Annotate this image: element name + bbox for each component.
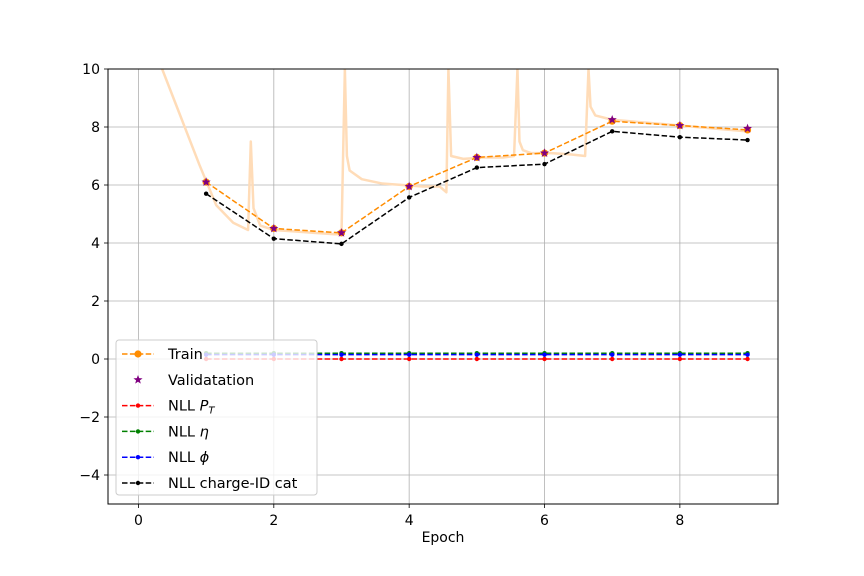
point-nll-p-t-6	[609, 356, 615, 362]
legend: Train Validatation NLL PT NLL η NLL ϕ NLL cha…	[115, 339, 318, 496]
legend-label-nll-phi: NLL ϕ	[168, 450, 210, 466]
point-nll-p-t-3	[406, 356, 412, 362]
point-validatation-2	[336, 228, 347, 237]
point-validatation-7	[675, 120, 685, 130]
point-nll-charge-id-cat-7	[677, 134, 683, 140]
y-tick-label-2: 0	[91, 352, 100, 368]
series-validatation	[201, 114, 753, 237]
point-nll-p-t-4	[474, 356, 480, 362]
point-nll-phi-4	[474, 352, 480, 357]
x-axis-label: Epoch	[422, 530, 465, 546]
legend-marker-nll-charge-id-cat	[135, 480, 141, 486]
point-nll-p-t-5	[542, 356, 547, 362]
point-validatation-3	[404, 181, 414, 191]
point-nll-phi-6	[609, 352, 615, 357]
legend-label-nll-eta: NLL η	[168, 424, 209, 440]
ticks: 0 2 4 6 8 −4 −2 0 2 4 6 8 10	[79, 62, 684, 529]
point-validatation-6	[607, 114, 617, 124]
x-tick-label-1: 2	[269, 513, 278, 529]
point-nll-charge-id-cat-1	[271, 236, 277, 241]
point-nll-charge-id-cat-5	[542, 161, 547, 167]
point-validatation-1	[269, 223, 279, 233]
point-nll-phi-5	[542, 352, 547, 357]
legend-item-train: Train	[122, 347, 203, 363]
point-nll-charge-id-cat-6	[609, 129, 615, 134]
point-nll-charge-id-cat-3	[406, 195, 412, 200]
background-train-trace	[160, 69, 748, 236]
point-validatation-0	[201, 177, 211, 186]
point-nll-p-t-8	[745, 356, 750, 362]
legend-item-nll-eta: NLL η	[122, 424, 209, 440]
point-nll-phi-2	[339, 352, 344, 357]
legend-label-nll-p-t: NLL PT	[168, 399, 215, 417]
legend-item-validatation: Validatation	[133, 373, 254, 389]
point-nll-p-t-7	[677, 356, 683, 362]
y-tick-label-5: 6	[91, 178, 100, 194]
point-nll-charge-id-cat-2	[339, 241, 344, 247]
point-nll-phi-3	[406, 352, 412, 357]
legend-marker-train	[134, 350, 142, 358]
point-nll-phi-8	[745, 352, 750, 357]
legend-marker-nll-p-t	[135, 403, 141, 408]
axes-frame	[107, 68, 779, 505]
y-tick-label-0: −4	[79, 468, 100, 484]
x-tick-label-0: 0	[134, 513, 143, 529]
point-nll-charge-id-cat-4	[474, 165, 480, 170]
y-tick-label-6: 8	[91, 120, 100, 136]
y-tick-label-4: 4	[91, 236, 100, 252]
point-nll-p-t-2	[339, 356, 344, 362]
legend-box	[115, 339, 318, 496]
y-tick-label-7: 10	[82, 62, 100, 78]
point-validatation-8	[742, 123, 753, 133]
legend-item-nll-phi: NLL ϕ	[122, 450, 210, 466]
x-tick-label-3: 6	[540, 513, 549, 529]
legend-marker-nll-phi	[135, 455, 141, 460]
plot-area	[160, 69, 753, 362]
legend-item-nll-p-t: NLL PT	[122, 399, 215, 417]
x-tick-label-2: 4	[405, 513, 414, 529]
y-tick-label-1: −2	[79, 410, 100, 426]
x-tick-label-4: 8	[675, 513, 684, 529]
y-tick-label-3: 2	[91, 294, 100, 310]
point-nll-charge-id-cat-0	[203, 191, 209, 196]
plot-clipped	[160, 69, 753, 362]
point-validatation-4	[472, 152, 482, 162]
legend-marker-validatation	[133, 375, 143, 384]
legend-label-nll-charge-id-cat: NLL charge-ID cat	[168, 476, 298, 492]
series-nll-charge-id-cat	[203, 129, 750, 247]
legend-label-validatation: Validatation	[168, 373, 254, 389]
legend-label-train: Train	[167, 347, 203, 363]
legend-item-nll-charge-id-cat: NLL charge-ID cat	[122, 476, 298, 492]
point-nll-phi-7	[677, 352, 683, 357]
legend-marker-nll-eta	[135, 429, 141, 434]
point-nll-charge-id-cat-8	[745, 137, 750, 143]
point-validatation-5	[539, 148, 550, 157]
